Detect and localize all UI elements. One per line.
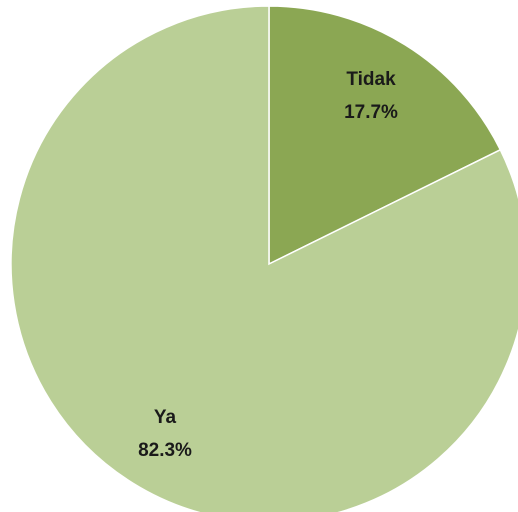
pie-slice-tidak [268,5,502,266]
slice-label-ya-value: 82.3% [138,440,192,461]
pie-slices [10,5,518,512]
pie-slice-ya [10,5,518,512]
slice-label-tidak-value: 17.7% [344,102,398,123]
slice-label-tidak-name: Tidak [346,69,396,90]
slice-label-ya-name: Ya [154,407,177,428]
